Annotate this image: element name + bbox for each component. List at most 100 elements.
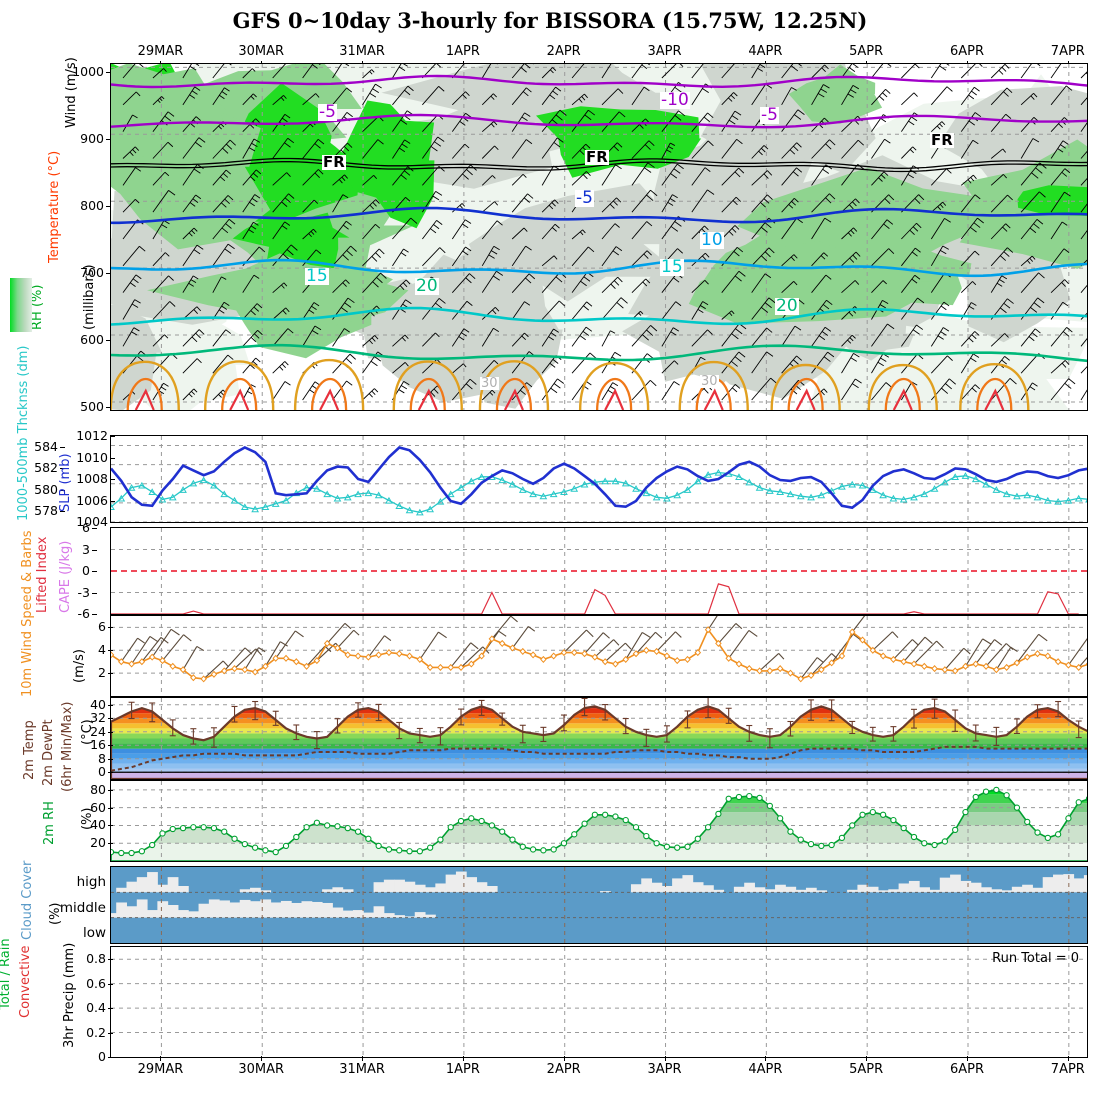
date-tick <box>261 1056 263 1061</box>
axis-tick-label: 1006 <box>76 492 108 508</box>
contour-label: -5 <box>318 102 337 122</box>
axis-tick-label: 580 <box>34 481 58 497</box>
date-tick <box>563 1056 565 1061</box>
date-label-2apr: 2APR <box>546 1062 581 1077</box>
upper-rh-label: RH (%) <box>30 284 45 330</box>
convective-label: Convective <box>18 945 33 1018</box>
axis-tick <box>60 468 65 470</box>
axis-tick-label: 1008 <box>76 471 108 486</box>
date-tick <box>362 1056 364 1061</box>
contour-label: 30 <box>480 376 499 391</box>
slp-line <box>111 446 1087 510</box>
wind10m-unit: (m/s) <box>72 649 87 683</box>
date-label-31mar: 31MAR <box>339 44 385 59</box>
date-tick <box>866 1056 868 1061</box>
axis-tick <box>110 479 115 480</box>
date-tick <box>1067 1056 1069 1061</box>
axis-tick-label: 80 <box>90 781 106 797</box>
axis-tick-label: 24 <box>90 723 106 739</box>
rh2m-panel[interactable] <box>110 780 1088 862</box>
date-tick <box>967 1056 968 1061</box>
axis-tick-label: 6 <box>98 619 106 635</box>
date-label-4apr: 4APR <box>748 1062 783 1077</box>
date-label-3apr: 3APR <box>647 44 682 59</box>
contour-label: -5 <box>575 188 594 208</box>
axis-tick-label: 500 <box>80 398 104 414</box>
isotherm-contours <box>111 74 1087 363</box>
date-label-31mar: 31MAR <box>339 1062 385 1077</box>
date-label-1apr: 1APR <box>445 44 480 59</box>
cloud-cover-panel[interactable] <box>110 866 1088 944</box>
date-tick <box>765 1056 767 1061</box>
axis-tick <box>110 436 115 437</box>
date-label-30mar: 30MAR <box>238 44 285 59</box>
axis-tick-label: 2 <box>98 665 106 681</box>
axis-tick <box>108 959 113 961</box>
date-label-5apr: 5APR <box>849 1062 884 1077</box>
axis-tick <box>92 528 97 529</box>
axis-tick <box>108 789 113 791</box>
axis-tick-label: 0.2 <box>86 1024 106 1040</box>
dewpoint2m-line <box>111 745 1087 772</box>
axis-tick <box>108 673 113 675</box>
lifted-index-cape-panel[interactable] <box>110 527 1088 615</box>
slp-thickness-panel[interactable] <box>110 435 1088 523</box>
axis-tick <box>108 807 113 809</box>
contour-label: FR <box>585 148 609 166</box>
rh2m-unit: (%) <box>80 807 95 831</box>
upper-air-panel[interactable] <box>110 63 1088 411</box>
axis-tick-label: 0.6 <box>86 975 106 991</box>
axis-tick <box>110 522 115 523</box>
cloud-label-low: low <box>82 925 106 941</box>
wind10m-panel[interactable] <box>110 615 1088 697</box>
axis-tick <box>108 983 113 985</box>
axis-tick-label: 40 <box>90 696 106 712</box>
axis-tick <box>108 1057 113 1058</box>
thickness-label: 1000-500mb Thcknss (dm) <box>16 345 31 521</box>
axis-tick <box>108 718 113 720</box>
minmax-label: (6hr Min/Max) <box>60 701 75 792</box>
axis-tick-label: 584 <box>34 438 58 454</box>
date-label-2apr: 2APR <box>546 44 581 59</box>
axis-tick <box>106 138 111 140</box>
axis-tick <box>60 511 65 513</box>
precip-panel[interactable]: Run Total = 0 <box>110 946 1088 1058</box>
axis-tick-label: 1012 <box>76 428 108 443</box>
cloud-cover-unit: (%) <box>48 902 63 926</box>
temp2m-panel[interactable] <box>110 697 1088 780</box>
axis-tick-label: 700 <box>80 264 104 280</box>
axis-tick <box>92 592 97 594</box>
date-tick <box>664 1056 666 1061</box>
axis-tick <box>92 571 97 572</box>
axis-tick <box>108 772 113 774</box>
axis-tick <box>92 614 97 615</box>
axis-tick-label: 3 <box>82 541 90 557</box>
contour-label: 10 <box>700 230 724 250</box>
axis-tick <box>106 406 111 408</box>
date-label-7apr: 7APR <box>1050 1062 1085 1077</box>
axis-tick <box>108 1032 113 1034</box>
axis-tick-label: 1004 <box>76 514 108 529</box>
axis-tick-label: 0 <box>98 1049 106 1064</box>
date-label-6apr: 6APR <box>949 1062 985 1077</box>
cloud-row-middle <box>111 899 436 918</box>
cape-label: CAPE (J/kg) <box>58 540 73 613</box>
date-label-6apr: 6APR <box>949 44 985 59</box>
axis-tick <box>60 489 65 491</box>
axis-tick-label: 1010 <box>76 449 108 465</box>
upper-wind-label: Wind (m/s) <box>64 57 79 128</box>
axis-tick <box>108 745 113 747</box>
contour-label: 15 <box>305 266 329 286</box>
axis-tick-label: 1000 <box>72 64 104 80</box>
axis-tick-label: 4 <box>98 642 106 658</box>
axis-tick-label: 6 <box>82 520 90 535</box>
cloud-cover-label: Cloud Cover <box>20 860 35 940</box>
axis-tick <box>92 549 97 551</box>
wind-barbs-upper <box>122 64 1087 401</box>
slp-label: SLP (mb) <box>58 453 73 512</box>
page-title: GFS 0~10day 3-hourly for BISSORA (15.75W… <box>232 8 868 33</box>
date-label-29mar: 29MAR <box>137 1062 184 1077</box>
axis-tick-label: 20 <box>90 835 106 851</box>
axis-tick-label: 900 <box>80 130 104 146</box>
date-label-1apr: 1APR <box>445 1062 480 1077</box>
